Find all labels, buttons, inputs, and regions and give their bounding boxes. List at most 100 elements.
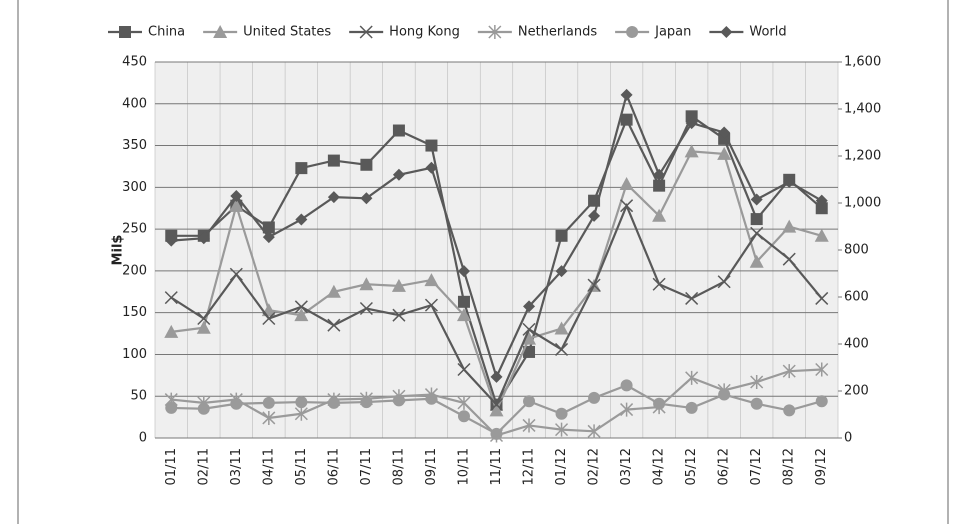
marker [457,362,471,377]
x-tick-label: 05/11 [294,448,309,485]
x-tick-label: 03/12 [619,448,634,485]
marker [488,25,502,39]
marker [653,397,666,410]
y2-tick-label: 1,000 [844,196,881,211]
marker [783,175,796,188]
marker [360,396,373,409]
marker [262,231,275,244]
marker [392,168,405,181]
marker [165,234,178,247]
marker [294,406,308,421]
marker [229,198,244,212]
y2-tick-label: 200 [844,384,869,399]
marker [392,124,405,137]
marker [685,110,698,123]
marker [196,320,211,334]
y2-tick-label: 1,400 [844,102,881,117]
marker [718,132,731,145]
marker [588,391,601,404]
marker [119,26,131,38]
marker [587,424,601,439]
marker [815,291,829,305]
marker [555,422,569,437]
marker [391,278,406,292]
marker [327,154,340,167]
marker [392,394,405,407]
x-tick-label: 12/11 [522,448,537,485]
marker [424,273,439,287]
marker [392,308,406,322]
marker [522,322,536,336]
x-tick-label: 01/11 [164,448,179,485]
marker [295,396,308,409]
marker [814,228,829,242]
marker [750,193,763,206]
y2-tick-label: 1,600 [844,55,881,70]
marker [620,379,633,392]
marker [782,364,796,379]
marker [457,295,470,308]
marker [213,25,228,38]
x-tick-label: 07/11 [359,448,374,485]
marker [620,88,633,101]
marker [587,278,601,292]
marker [327,318,341,332]
marker [490,370,503,383]
marker [230,397,243,410]
marker [489,403,504,417]
marker [783,404,796,417]
marker [653,179,666,192]
y-tick-label: 200 [122,263,147,278]
y-tick-label: 50 [130,389,147,404]
marker [782,252,796,266]
marker [457,395,471,410]
x-tick-label: 07/12 [749,448,764,485]
marker [523,395,536,408]
marker [457,410,470,423]
legend-label: World [749,25,786,40]
marker [653,168,666,181]
y2-tick-label: 400 [844,337,869,352]
marker [815,202,828,215]
marker [164,291,178,305]
y2-tick-label: 800 [844,243,869,258]
marker [588,209,601,222]
x-tick-label: 06/12 [717,448,732,485]
marker [425,392,438,405]
y2-tick-label: 0 [844,431,852,446]
marker [815,362,829,377]
x-tick-label: 10/11 [456,448,471,485]
marker [197,402,210,415]
y-tick-label: 250 [122,222,147,237]
marker [555,265,568,278]
y-tick-label: 100 [122,347,147,362]
legend-label: Netherlands [518,25,597,40]
marker [620,402,634,417]
marker [360,192,373,205]
marker [489,398,504,412]
y-tick-label: 350 [122,138,147,153]
legend-label: Hong Kong [389,25,460,40]
marker [718,388,731,401]
marker [327,191,340,204]
x-tick-label: 11/11 [489,448,504,485]
y2-tick-label: 1,200 [844,149,881,164]
marker [262,410,276,425]
marker [164,324,179,338]
marker [555,229,568,242]
marker [750,226,764,240]
marker [685,370,699,385]
x-tick-label: 02/11 [196,448,211,485]
marker [262,221,275,234]
marker [749,254,764,268]
marker [555,407,568,420]
marker [620,199,634,213]
marker [555,342,569,356]
x-tick-label: 01/12 [554,448,569,485]
x-tick-label: 05/12 [684,448,699,485]
marker [815,395,828,408]
marker [457,265,470,278]
marker [424,298,438,312]
marker [229,267,243,281]
